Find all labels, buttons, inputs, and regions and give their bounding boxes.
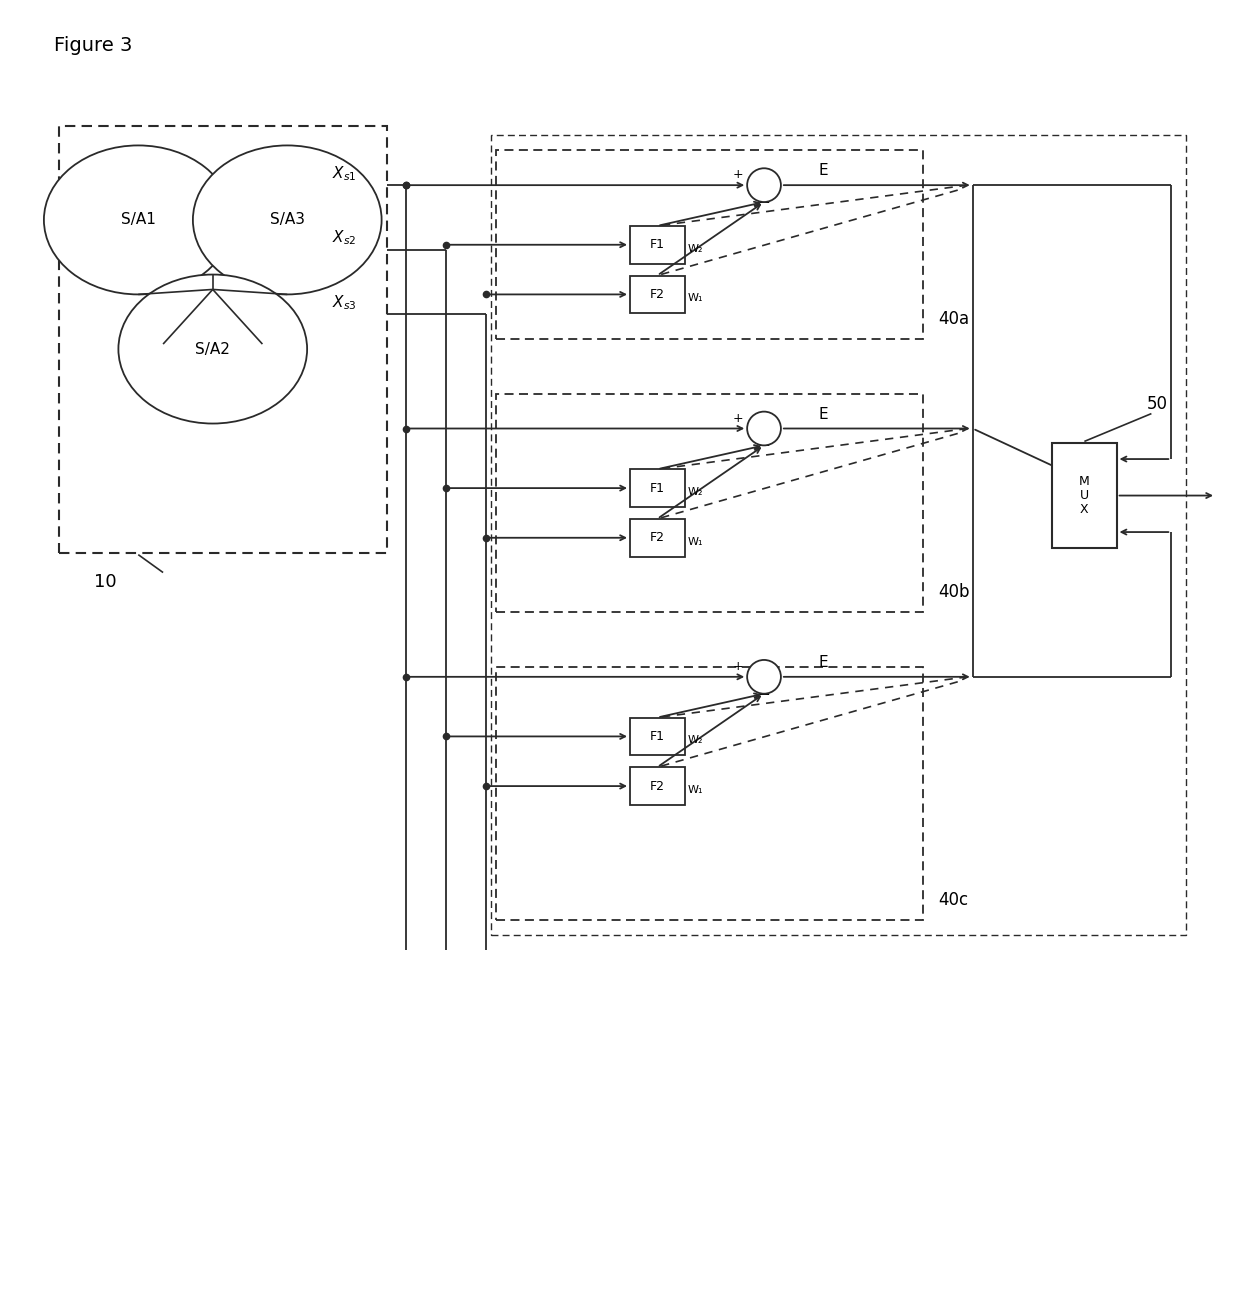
Text: E: E	[818, 163, 828, 178]
Text: +: +	[733, 168, 743, 181]
Text: W₂: W₂	[687, 243, 703, 254]
Bar	[630, 225, 684, 263]
Text: W₂: W₂	[687, 736, 703, 745]
Text: W₁: W₁	[687, 536, 703, 547]
Text: −: −	[758, 195, 770, 210]
Text: S/A3: S/A3	[270, 212, 305, 228]
Text: F2: F2	[650, 780, 665, 793]
Text: S/A1: S/A1	[120, 212, 156, 228]
Text: $X_{s2}$: $X_{s2}$	[332, 229, 357, 247]
Ellipse shape	[193, 146, 382, 294]
Text: F1: F1	[650, 482, 665, 495]
Text: $X_{s1}$: $X_{s1}$	[332, 164, 357, 182]
Text: F2: F2	[650, 288, 665, 301]
Text: S/A2: S/A2	[196, 341, 231, 357]
Bar	[58, 125, 387, 552]
Text: 40c: 40c	[937, 892, 968, 909]
Bar	[496, 667, 923, 921]
Ellipse shape	[118, 275, 308, 423]
Bar	[630, 519, 684, 557]
Text: 40b: 40b	[937, 583, 970, 602]
Text: +: +	[733, 660, 743, 673]
Text: E: E	[818, 655, 828, 671]
Bar	[1052, 444, 1117, 548]
Text: +: +	[733, 411, 743, 424]
Bar	[496, 151, 923, 339]
Text: −: −	[758, 686, 770, 702]
Text: W₂: W₂	[687, 487, 703, 497]
Ellipse shape	[43, 146, 233, 294]
Text: 10: 10	[93, 573, 117, 591]
Bar	[491, 135, 1187, 935]
Circle shape	[748, 411, 781, 445]
Text: −: −	[758, 439, 770, 453]
Text: W₁: W₁	[687, 293, 703, 303]
Bar	[630, 767, 684, 805]
Bar	[496, 393, 923, 612]
Text: $X_{s3}$: $X_{s3}$	[332, 293, 357, 312]
Text: Figure 3: Figure 3	[53, 36, 133, 55]
Text: F2: F2	[650, 531, 665, 544]
Text: M
U
X: M U X	[1079, 475, 1090, 516]
Circle shape	[748, 660, 781, 694]
Text: F1: F1	[650, 730, 665, 743]
Text: E: E	[818, 406, 828, 422]
Text: 50: 50	[1147, 395, 1167, 413]
Text: W₁: W₁	[687, 785, 703, 796]
Text: F1: F1	[650, 238, 665, 251]
Text: 40a: 40a	[937, 310, 968, 328]
Bar	[630, 276, 684, 314]
Bar	[630, 469, 684, 506]
Bar	[630, 717, 684, 755]
Circle shape	[748, 168, 781, 202]
